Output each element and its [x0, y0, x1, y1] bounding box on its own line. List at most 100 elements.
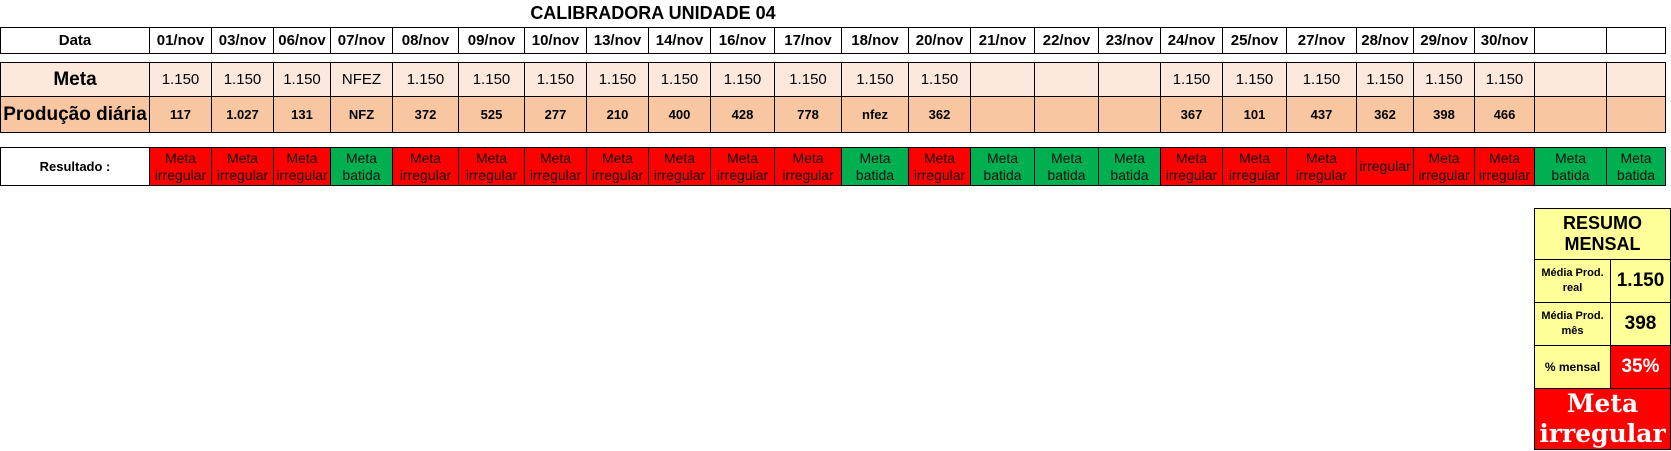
meta-row: Meta 1.150 1.150 1.150 NFEZ 1.150 1.150 1.150 1… [0, 62, 1666, 97]
date-cell: 09/nov [458, 27, 525, 54]
result-cell: Meta irregular [392, 147, 459, 186]
result-cell: Meta irregular [908, 147, 971, 186]
result-cell: Meta irregular [524, 147, 587, 186]
production-cell: 437 [1286, 96, 1357, 133]
meta-cell [1098, 62, 1161, 97]
production-cell: 372 [392, 96, 459, 133]
production-row: Produção diária 117 1.027 131 NFZ 372 525 277 2… [0, 96, 1666, 133]
monthly-percent-value: 35% [1609, 345, 1671, 389]
production-cell: 362 [1356, 96, 1414, 133]
spacer-row [0, 53, 1666, 63]
result-cell: Meta batida [1034, 147, 1099, 186]
spacer-cell [458, 132, 525, 148]
result-cell: Meta batida [1606, 147, 1666, 186]
meta-cell [1534, 62, 1607, 97]
production-cell: 466 [1474, 96, 1535, 133]
spacer-cell [1034, 53, 1099, 63]
production-cell: 1.027 [211, 96, 274, 133]
date-cell: 22/nov [1034, 27, 1099, 54]
meta-cell: 1.150 [710, 62, 775, 97]
spacer-cell [392, 132, 459, 148]
spacer-cell [970, 53, 1035, 63]
spacer-cell [841, 53, 909, 63]
production-cell [1098, 96, 1161, 133]
meta-cell: 1.150 [273, 62, 331, 97]
production-cell: 525 [458, 96, 525, 133]
date-cell: 08/nov [392, 27, 459, 54]
meta-cell: 1.150 [841, 62, 909, 97]
date-cell: 16/nov [710, 27, 775, 54]
meta-cell: 1.150 [1413, 62, 1475, 97]
meta-cell: 1.150 [1356, 62, 1414, 97]
result-cell: Meta irregular [211, 147, 274, 186]
spacer-cell [1222, 132, 1287, 148]
meta-cell: 1.150 [211, 62, 274, 97]
meta-cell: 1.150 [1286, 62, 1357, 97]
production-cell: 117 [149, 96, 212, 133]
date-cell [1606, 27, 1666, 54]
date-cell: 21/nov [970, 27, 1035, 54]
avg-real-label: Média Prod. real [1534, 259, 1611, 303]
spacer-cell [970, 132, 1035, 148]
avg-month-label: Média Prod. mês [1534, 302, 1611, 346]
sheet-title: CALIBRADORA UNIDADE 04 [530, 3, 776, 23]
production-label: Produção diária [0, 96, 150, 133]
spacer-cell [1160, 53, 1223, 63]
result-cell: Meta batida [1098, 147, 1161, 186]
spacer-cell [1606, 53, 1666, 63]
meta-cell [1606, 62, 1666, 97]
spacer-cell [211, 53, 274, 63]
date-cell: 06/nov [273, 27, 331, 54]
spacer-cell [710, 53, 775, 63]
meta-cell: 1.150 [1222, 62, 1287, 97]
spacer-cell [586, 53, 649, 63]
spacer-cell [0, 53, 150, 63]
result-cell: Meta batida [1534, 147, 1607, 186]
production-cell: 101 [1222, 96, 1287, 133]
avg-month-value: 398 [1609, 302, 1671, 346]
result-cell: Meta irregular [1286, 147, 1357, 186]
date-cell: 30/nov [1474, 27, 1535, 54]
date-cell: 07/nov [330, 27, 393, 54]
production-cell: nfez [841, 96, 909, 133]
summary-title: RESUMO MENSAL [1533, 208, 1671, 260]
result-row: Resultado : Meta irregular Meta irregular… [0, 147, 1666, 186]
production-cell: 131 [273, 96, 331, 133]
meta-cell: 1.150 [774, 62, 842, 97]
spacer-cell [908, 53, 971, 63]
spacer-cell [273, 53, 331, 63]
meta-cell: 1.150 [586, 62, 649, 97]
date-header-row: Data 01/nov 03/nov 06/nov 07/nov 08/nov 09/no… [0, 27, 1666, 54]
result-cell: Meta batida [330, 147, 393, 186]
spacer-cell [648, 53, 711, 63]
result-cell: Meta irregular [648, 147, 711, 186]
spacer-cell [149, 53, 212, 63]
spacer-cell [211, 132, 274, 148]
spacer-cell [1534, 53, 1607, 63]
spacer-cell [149, 132, 212, 148]
spacer-cell [1286, 132, 1357, 148]
spacer-cell [1474, 53, 1535, 63]
production-cell: 398 [1413, 96, 1475, 133]
result-cell: Meta irregular [586, 147, 649, 186]
result-cell: Meta irregular [273, 147, 331, 186]
spacer-cell [908, 132, 971, 148]
spacer-cell [1160, 132, 1223, 148]
date-cell: 18/nov [841, 27, 909, 54]
avg-real-value: 1.150 [1609, 259, 1671, 303]
spacer-cell [524, 132, 587, 148]
spacer-cell [710, 132, 775, 148]
spacer-cell [774, 132, 842, 148]
spacer-cell [1222, 53, 1287, 63]
result-cell: Meta irregular [710, 147, 775, 186]
final-result: Meta irregular [1533, 388, 1671, 450]
production-cell [1534, 96, 1607, 133]
spacer-row [0, 132, 1666, 148]
date-cell: 28/nov [1356, 27, 1414, 54]
monthly-percent-label: % mensal [1534, 345, 1611, 389]
result-cell: Meta irregular [1474, 147, 1535, 186]
spacer-cell [648, 132, 711, 148]
production-cell [970, 96, 1035, 133]
date-cell: 23/nov [1098, 27, 1161, 54]
date-cell: 14/nov [648, 27, 711, 54]
